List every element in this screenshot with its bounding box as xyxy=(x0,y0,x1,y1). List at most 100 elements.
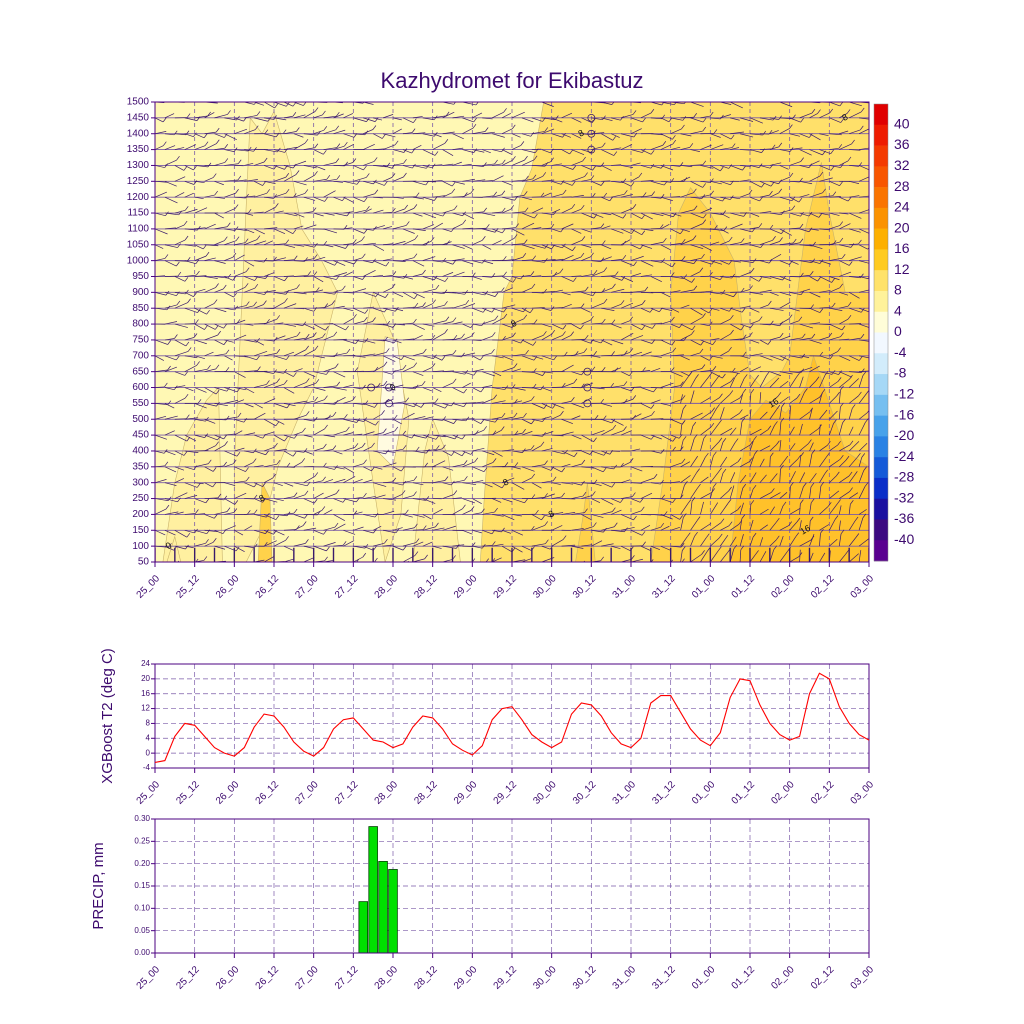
wind-barb xyxy=(859,147,869,150)
wind-barb xyxy=(710,378,717,388)
wind-barb-feather xyxy=(524,207,529,212)
wind-barb xyxy=(858,412,868,420)
wind-barb xyxy=(858,209,869,214)
wind-barb xyxy=(839,260,850,266)
wind-barb xyxy=(303,498,315,504)
wind-barb xyxy=(452,271,465,277)
wind-barb xyxy=(155,191,168,198)
wind-barb xyxy=(422,303,433,309)
wind-barb xyxy=(789,536,797,547)
wind-barb xyxy=(769,473,778,483)
wind-barb-feather xyxy=(550,223,555,229)
wind-barb xyxy=(759,117,774,121)
wind-barb xyxy=(551,414,561,420)
wind-barb xyxy=(541,416,552,420)
colorbar-label: 28 xyxy=(894,178,910,194)
wind-barb xyxy=(164,366,178,372)
wind-barb xyxy=(749,117,763,124)
x-tick-label: 26_00 xyxy=(214,779,242,807)
wind-barb xyxy=(640,323,653,329)
wind-barb xyxy=(174,478,185,484)
wind-barb xyxy=(472,447,485,452)
wind-barb-feather xyxy=(737,505,742,510)
wind-barb-feather xyxy=(750,500,755,505)
wind-barb xyxy=(839,305,849,309)
wind-barb xyxy=(422,180,437,183)
colorbar: 4036322824201612840-4-8-12-16-20-24-28-3… xyxy=(873,103,914,562)
wind-barb xyxy=(640,260,654,267)
wind-barb-feather xyxy=(847,301,852,307)
wind-barb-feather xyxy=(811,333,816,339)
wind-barb xyxy=(343,318,354,325)
wind-barb xyxy=(660,165,674,171)
wind-barb xyxy=(442,525,457,531)
x-tick-label: 03_00 xyxy=(849,779,877,807)
wind-barb xyxy=(670,290,681,293)
wind-barb xyxy=(809,453,813,467)
wind-barb-feather xyxy=(166,305,171,311)
wind-barb-feather xyxy=(324,424,328,430)
wind-barb xyxy=(779,260,790,265)
wind-barb xyxy=(492,307,504,313)
wind-barb xyxy=(819,276,832,283)
wind-barb-feather xyxy=(840,385,844,391)
wind-barb xyxy=(293,450,305,453)
wind-barb-feather xyxy=(501,228,506,234)
wind-barb xyxy=(204,257,216,261)
wind-barb xyxy=(849,256,862,261)
wind-barb xyxy=(849,102,862,107)
wind-barb xyxy=(214,102,216,103)
wind-barb xyxy=(571,463,582,468)
wind-barb-feather xyxy=(716,404,720,409)
y-tick-label: 1100 xyxy=(127,224,149,235)
wind-barb xyxy=(363,353,376,357)
colorbar-segment xyxy=(874,394,888,416)
wind-barb xyxy=(611,276,623,281)
wind-barb-feather xyxy=(212,467,217,472)
wind-barb-feather xyxy=(850,500,854,505)
wind-barb xyxy=(819,323,831,326)
wind-barb-feather xyxy=(610,383,614,388)
wind-barb xyxy=(779,355,790,361)
wind-barb-feather xyxy=(363,165,367,171)
wind-barb xyxy=(858,228,869,234)
wind-barb xyxy=(263,318,277,325)
wind-barb-feather xyxy=(492,458,497,463)
wind-barb-feather xyxy=(374,512,379,518)
wind-barb xyxy=(591,146,603,150)
wind-barb-feather xyxy=(336,381,341,387)
wind-barb xyxy=(343,339,356,344)
wind-barb xyxy=(670,165,680,167)
wind-barb-feather xyxy=(461,352,465,358)
wind-barb-feather xyxy=(164,461,169,467)
wind-barb-feather xyxy=(710,178,714,183)
wind-barb xyxy=(363,339,376,344)
wind-barb xyxy=(482,149,491,154)
wind-barb-feather xyxy=(336,111,340,117)
wind-barb xyxy=(511,353,526,357)
wind-barb xyxy=(809,175,821,182)
wind-barb-feather xyxy=(305,539,309,544)
wind-barb-feather xyxy=(670,272,675,277)
wind-barb-feather xyxy=(584,172,588,177)
wind-barb xyxy=(799,355,810,358)
wind-barb xyxy=(690,520,698,531)
wind-barb xyxy=(869,96,881,102)
wind-barb xyxy=(601,256,612,261)
wind-barb-feather xyxy=(384,307,388,313)
wind-barb xyxy=(214,323,224,329)
colorbar-segment xyxy=(874,104,888,126)
wind-barb xyxy=(422,434,437,440)
wind-barb xyxy=(719,503,729,515)
colorbar-segment xyxy=(874,166,888,188)
wind-barb xyxy=(432,133,442,138)
wind-barb xyxy=(571,528,584,531)
wind-barb-feather xyxy=(345,325,349,331)
wind-barb-feather xyxy=(683,274,688,279)
wind-barb xyxy=(184,513,196,515)
wind-barb-feather xyxy=(693,285,698,291)
wind-barb xyxy=(164,482,177,486)
wind-barb-feather xyxy=(593,479,598,485)
wind-barb xyxy=(829,444,838,452)
wind-barb xyxy=(234,242,246,246)
